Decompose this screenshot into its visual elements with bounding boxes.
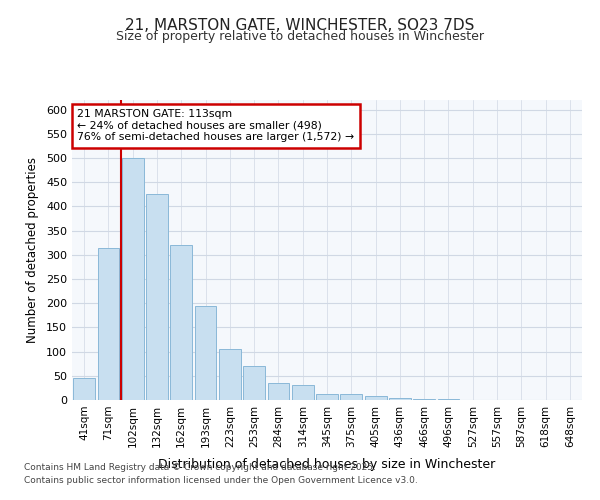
- Bar: [170, 245, 192, 400]
- Bar: [97, 248, 119, 400]
- Bar: [365, 396, 386, 400]
- Bar: [243, 366, 265, 400]
- Bar: [268, 383, 289, 400]
- Bar: [122, 158, 143, 400]
- Text: 21 MARSTON GATE: 113sqm
← 24% of detached houses are smaller (498)
76% of semi-d: 21 MARSTON GATE: 113sqm ← 24% of detache…: [77, 109, 354, 142]
- Bar: [219, 349, 241, 400]
- Bar: [437, 399, 460, 400]
- X-axis label: Distribution of detached houses by size in Winchester: Distribution of detached houses by size …: [158, 458, 496, 471]
- Text: 21, MARSTON GATE, WINCHESTER, SO23 7DS: 21, MARSTON GATE, WINCHESTER, SO23 7DS: [125, 18, 475, 32]
- Bar: [194, 306, 217, 400]
- Text: Contains HM Land Registry data © Crown copyright and database right 2025.: Contains HM Land Registry data © Crown c…: [24, 464, 376, 472]
- Bar: [316, 394, 338, 400]
- Bar: [413, 399, 435, 400]
- Bar: [292, 384, 314, 400]
- Text: Size of property relative to detached houses in Winchester: Size of property relative to detached ho…: [116, 30, 484, 43]
- Text: Contains public sector information licensed under the Open Government Licence v3: Contains public sector information licen…: [24, 476, 418, 485]
- Y-axis label: Number of detached properties: Number of detached properties: [26, 157, 39, 343]
- Bar: [389, 398, 411, 400]
- Bar: [340, 394, 362, 400]
- Bar: [73, 378, 95, 400]
- Bar: [146, 194, 168, 400]
